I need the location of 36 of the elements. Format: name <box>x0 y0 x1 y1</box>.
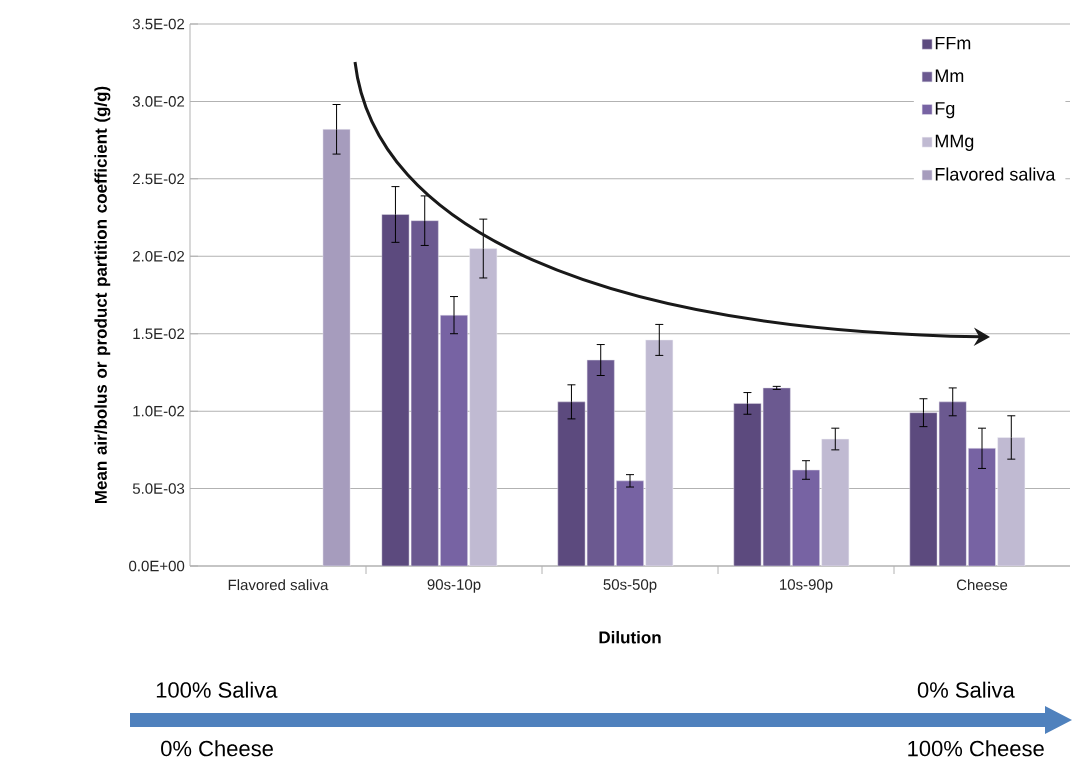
bar <box>469 248 498 566</box>
legend-label: Flavored saliva <box>935 167 1056 181</box>
text: 100% Cheese <box>908 740 1044 757</box>
text: 0% Cheese <box>161 740 273 757</box>
bar <box>645 339 674 566</box>
bar <box>997 437 1026 566</box>
legend-label: MMg <box>935 134 974 151</box>
y-tick-label: 2.0E-02 <box>133 250 185 262</box>
y-tick-label: 0.0E+00 <box>129 560 185 572</box>
x-tick-label: Flavored saliva <box>228 579 329 591</box>
legend-label: Fg <box>935 102 955 119</box>
x-tick-label: Cheese <box>956 579 1008 591</box>
bar <box>792 469 820 566</box>
y-tick-label: 5.0E-03 <box>132 483 185 494</box>
y-tick-label: 3.0E-02 <box>132 96 185 107</box>
x-tick-label: 10s-90p <box>780 579 833 593</box>
text: 0% Saliva <box>917 681 1015 698</box>
y-tick-label: 1.0E-02 <box>133 405 185 417</box>
bar <box>410 220 439 566</box>
y-tick-label: 2.5E-02 <box>133 173 185 185</box>
legend-label: FFm <box>935 36 971 50</box>
bar <box>968 448 996 566</box>
legend-label: Mm <box>935 69 964 82</box>
bar <box>762 387 791 566</box>
x-tick-label: 90s-10p <box>427 579 481 593</box>
bar <box>616 480 644 566</box>
text: 100% Saliva <box>156 681 278 698</box>
y-axis-title: Mean air/bolus or product partition coefficient (g/g) <box>94 86 111 504</box>
y-tick-label: 1.5E-02 <box>133 328 185 340</box>
y-tick-label: 3.5E-02 <box>132 18 185 30</box>
x-tick-label: 50s-50p <box>603 579 657 593</box>
bar <box>938 401 967 566</box>
bar <box>586 359 615 566</box>
bar <box>821 438 850 566</box>
x-axis-title: Dilution <box>599 630 661 644</box>
bar <box>440 314 468 566</box>
